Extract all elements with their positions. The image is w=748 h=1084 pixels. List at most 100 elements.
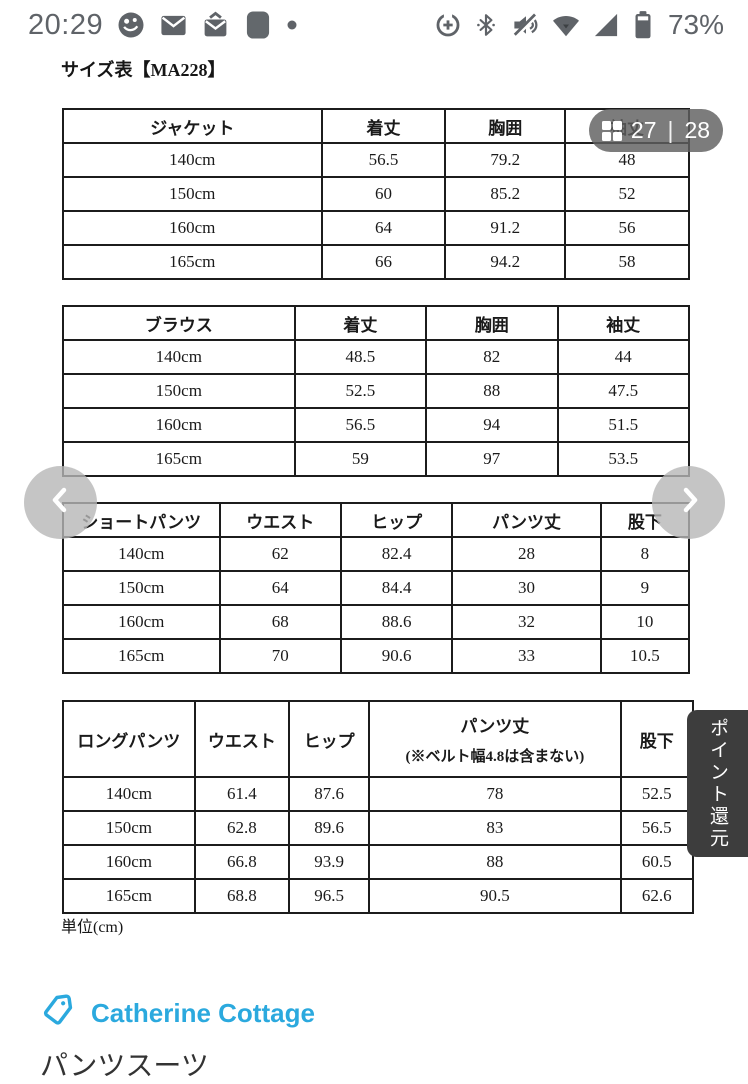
mute-icon bbox=[510, 10, 540, 40]
counter-divider: | bbox=[667, 117, 674, 143]
table-cell: 10.5 bbox=[599, 638, 691, 674]
table-header-cell: ヒップ bbox=[339, 502, 454, 538]
table-cell: 94 bbox=[425, 407, 559, 443]
table-row: 150cm 52.5 88 47.5 bbox=[62, 373, 691, 409]
app-square-icon bbox=[243, 9, 273, 41]
table-header-row: ロングパンツ ウエスト ヒップ パンツ丈 (※ベルト幅4.8は含まない) 股下 bbox=[62, 700, 695, 778]
data-saver-icon bbox=[434, 11, 462, 39]
table-cell: 87.6 bbox=[288, 776, 371, 812]
table-row: 140cm 61.4 87.6 78 52.5 bbox=[62, 776, 695, 812]
table-header-cell: パンツ丈 bbox=[451, 502, 602, 538]
table-cell: 150cm bbox=[62, 373, 296, 409]
photo-grid-icon bbox=[601, 120, 622, 141]
table-header-cell: 着丈 bbox=[293, 305, 428, 341]
table-row: 165cm 70 90.6 33 10.5 bbox=[62, 638, 691, 674]
price-tag-icon bbox=[42, 992, 78, 1035]
size-table-jacket: ジャケット 着丈 胸囲 袖丈 140cm 56.5 79.2 48 150cm … bbox=[62, 108, 690, 280]
counter-current: 27 bbox=[630, 117, 657, 143]
prev-image-button[interactable] bbox=[24, 466, 97, 539]
table-row: 160cm 68 88.6 32 10 bbox=[62, 604, 691, 640]
table-row: 160cm 66.8 93.9 88 60.5 bbox=[62, 844, 695, 880]
table-header-row: ブラウス 着丈 胸囲 袖丈 bbox=[62, 305, 691, 341]
size-table-long-pants: ロングパンツ ウエスト ヒップ パンツ丈 (※ベルト幅4.8は含まない) 股下 … bbox=[62, 700, 695, 914]
signal-icon bbox=[592, 11, 620, 39]
table-cell: 88 bbox=[425, 373, 559, 409]
table-cell: 48.5 bbox=[293, 339, 428, 375]
next-image-button[interactable] bbox=[652, 466, 725, 539]
size-table-blouse: ブラウス 着丈 胸囲 袖丈 140cm 48.5 82 44 150cm 52.… bbox=[62, 305, 691, 477]
table-cell: 93.9 bbox=[288, 844, 371, 880]
table-cell: 150cm bbox=[62, 176, 323, 212]
table-cell: 79.2 bbox=[444, 142, 567, 178]
table-cell: 96.5 bbox=[288, 878, 371, 914]
table-row: 165cm 68.8 96.5 90.5 62.6 bbox=[62, 878, 695, 914]
chevron-right-icon bbox=[674, 483, 704, 522]
table-cell: 140cm bbox=[62, 536, 221, 572]
table-header-cell: パンツ丈 (※ベルト幅4.8は含まない) bbox=[368, 700, 622, 778]
table-header-cell: ジャケット bbox=[62, 108, 323, 144]
table-cell: 165cm bbox=[62, 878, 196, 914]
header-note: (※ベルト幅4.8は含まない) bbox=[405, 749, 585, 765]
table-cell: 62.6 bbox=[619, 878, 695, 914]
table-header-cell: ウエスト bbox=[218, 502, 342, 538]
table-cell: 140cm bbox=[62, 339, 296, 375]
table-cell: 28 bbox=[451, 536, 602, 572]
table-row: 160cm 56.5 94 51.5 bbox=[62, 407, 691, 443]
table-cell: 59 bbox=[293, 441, 428, 477]
table-row: 150cm 64 84.4 30 9 bbox=[62, 570, 691, 606]
table-cell: 91.2 bbox=[444, 210, 567, 246]
table-cell: 64 bbox=[218, 570, 342, 606]
table-cell: 52.5 bbox=[293, 373, 428, 409]
table-cell: 30 bbox=[451, 570, 602, 606]
table-cell: 33 bbox=[451, 638, 602, 674]
table-cell: 70 bbox=[218, 638, 342, 674]
table-cell: 56.5 bbox=[293, 407, 428, 443]
table-header-cell: ブラウス bbox=[62, 305, 296, 341]
status-bar: 20:29 bbox=[0, 0, 748, 46]
table-cell: 56.5 bbox=[619, 810, 695, 846]
table-cell: 52 bbox=[564, 176, 690, 212]
table-cell: 140cm bbox=[62, 142, 323, 178]
table-header-cell: ヒップ bbox=[288, 700, 371, 778]
table-cell: 88.6 bbox=[339, 604, 454, 640]
battery-percent: 73% bbox=[667, 9, 724, 40]
size-table-short-pants: ショートパンツ ウエスト ヒップ パンツ丈 股下 140cm 62 82.4 2… bbox=[62, 502, 691, 674]
table-cell: 97 bbox=[425, 441, 559, 477]
header-line: パンツ丈 bbox=[460, 717, 530, 736]
table-cell: 165cm bbox=[62, 638, 221, 674]
table-cell: 51.5 bbox=[556, 407, 691, 443]
table-row: 165cm 59 97 53.5 bbox=[62, 441, 691, 477]
bluetooth-icon bbox=[473, 11, 499, 39]
table-cell: 32 bbox=[451, 604, 602, 640]
table-header-cell: ウエスト bbox=[193, 700, 291, 778]
table-cell: 150cm bbox=[62, 810, 196, 846]
wifi-icon bbox=[551, 10, 581, 40]
counter-total: 28 bbox=[684, 117, 711, 143]
table-cell: 94.2 bbox=[444, 244, 567, 280]
table-cell: 66 bbox=[320, 244, 447, 280]
table-cell: 78 bbox=[368, 776, 622, 812]
table-cell: 66.8 bbox=[193, 844, 291, 880]
app-icon bbox=[116, 10, 146, 40]
battery-icon bbox=[631, 10, 655, 40]
shop-link[interactable]: Catherine Cottage bbox=[42, 992, 315, 1035]
overflow-dot-icon bbox=[286, 19, 298, 31]
table-cell: 9 bbox=[599, 570, 691, 606]
table-header-cell: ロングパンツ bbox=[62, 700, 196, 778]
table-cell: 61.4 bbox=[193, 776, 291, 812]
table-row: 140cm 56.5 79.2 48 bbox=[62, 142, 690, 178]
table-cell: 58 bbox=[564, 244, 690, 280]
table-cell: 89.6 bbox=[288, 810, 371, 846]
table-cell: 62.8 bbox=[193, 810, 291, 846]
table-row: 150cm 62.8 89.6 83 56.5 bbox=[62, 810, 695, 846]
table-cell: 64 bbox=[320, 210, 447, 246]
point-reward-tab[interactable]: ポイント還元 bbox=[687, 710, 748, 857]
table-cell: 52.5 bbox=[619, 776, 695, 812]
image-counter-badge[interactable]: 27 | 28 bbox=[589, 109, 723, 152]
table-row: 140cm 48.5 82 44 bbox=[62, 339, 691, 375]
table-cell: 56.5 bbox=[320, 142, 447, 178]
mail-arrow-icon bbox=[201, 11, 230, 40]
table-cell: 160cm bbox=[62, 604, 221, 640]
table-header-cell: 袖丈 bbox=[556, 305, 691, 341]
table-row: 140cm 62 82.4 28 8 bbox=[62, 536, 691, 572]
